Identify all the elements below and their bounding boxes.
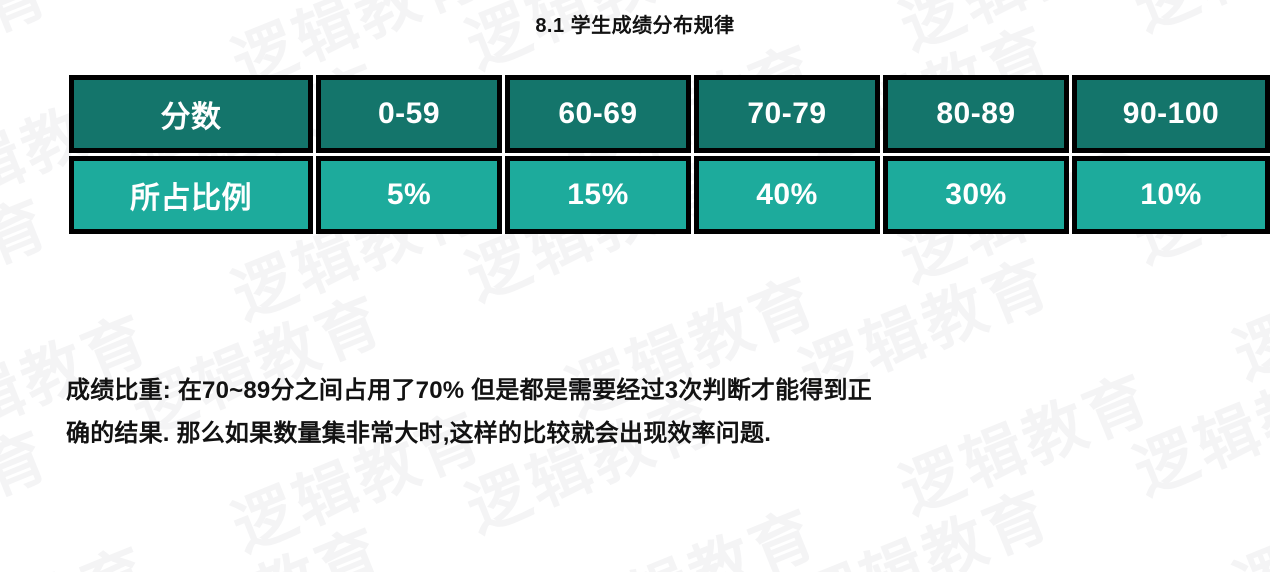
note-line-2: 确的结果. 那么如果数量集非常大时,这样的比较就会出现效率问题.: [66, 420, 772, 447]
cell-proportion-0: 5%: [316, 156, 502, 234]
table-row-score-range: 分数 0-59 60-69 70-79 80-89 90-100: [69, 75, 1270, 153]
cell-proportion-3: 30%: [883, 156, 1069, 234]
cell-score-range-1: 60-69: [505, 75, 691, 153]
page-title: 8.1 学生成绩分布规律: [535, 15, 735, 37]
score-distribution-table: 分数 0-59 60-69 70-79 80-89 90-100 所占比例 5%…: [66, 72, 1270, 237]
table-row-proportion: 所占比例 5% 15% 40% 30% 10%: [69, 156, 1270, 234]
note-line-1: 成绩比重: 在70~89分之间占用了70% 但是都是需要经过3次判断才能得到正: [66, 377, 872, 404]
cell-score-range-4: 90-100: [1072, 75, 1270, 153]
slide-canvas: 8.1 学生成绩分布规律 分数 0-59 60-69 70-79 80-89 9…: [66, 15, 1270, 455]
watermark-text: 逻辑教育: [117, 502, 396, 572]
row-label-score: 分数: [69, 75, 313, 153]
cell-score-range-2: 70-79: [694, 75, 880, 153]
cell-score-range-3: 80-89: [883, 75, 1069, 153]
watermark-row: 逻辑教育 逻辑教育 逻辑教育 逻辑教育 逻辑教育: [0, 461, 1270, 572]
watermark-text: 逻辑教育: [551, 483, 830, 572]
watermark-text: 逻辑教育: [0, 520, 162, 572]
cell-score-range-0: 0-59: [316, 75, 502, 153]
cell-proportion-1: 15%: [505, 156, 691, 234]
cell-proportion-2: 40%: [694, 156, 880, 234]
cell-proportion-4: 10%: [1072, 156, 1270, 234]
row-label-proportion: 所占比例: [69, 156, 313, 234]
note-paragraph: 成绩比重: 在70~89分之间占用了70% 但是都是需要经过3次判断才能得到正 …: [66, 369, 1236, 455]
watermark-text: 逻辑教育: [1118, 561, 1270, 572]
